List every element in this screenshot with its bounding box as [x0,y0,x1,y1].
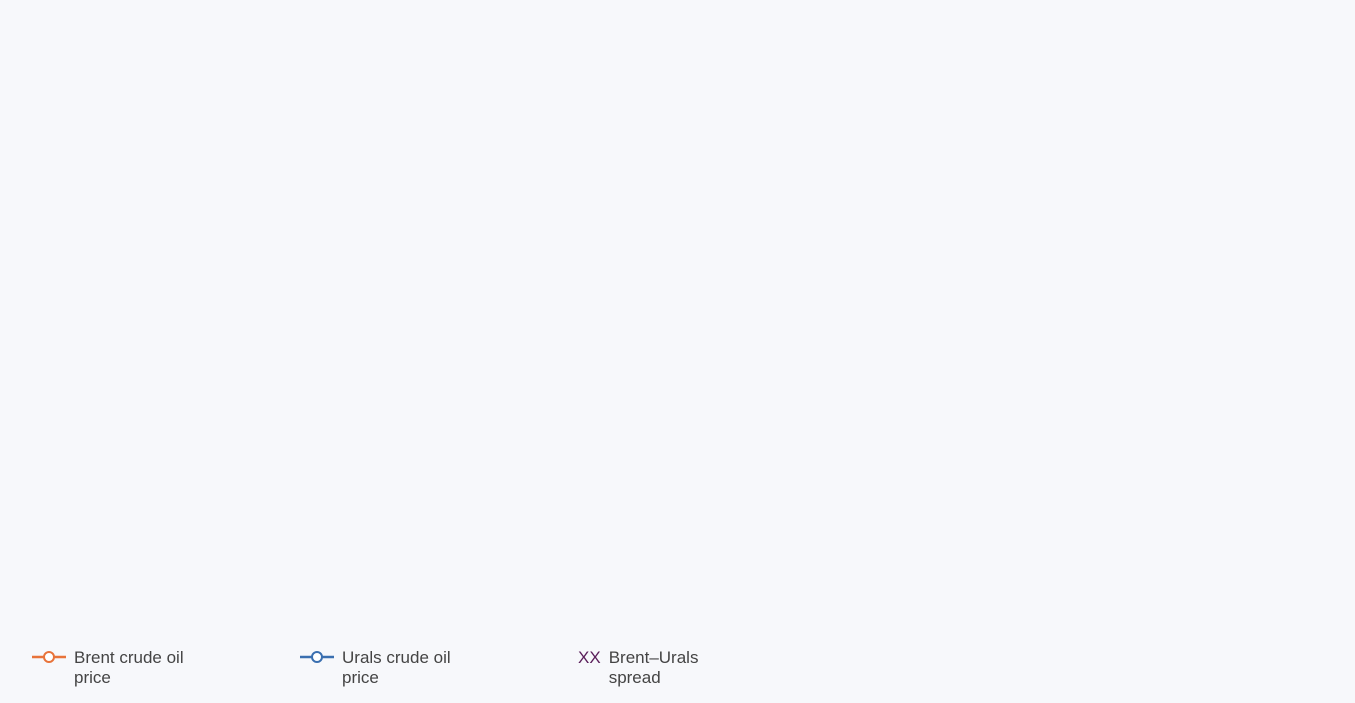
legend-symbol: XX [578,648,601,667]
legend-item: Urals crude oil price [298,648,492,688]
legend-label: Brent crude oil price [74,648,184,687]
legend: Brent crude oil price Urals crude oil pr… [0,648,1355,703]
legend-item: Brent crude oil price [30,648,224,688]
legend-label: Brent–Urals spread [608,648,699,687]
chart [0,0,1355,640]
legend-item: XX Brent–Urals spread [578,648,739,688]
legend-symbol [32,651,66,663]
legend-symbol [300,651,334,663]
legend-label: Urals crude oil price [342,648,451,687]
